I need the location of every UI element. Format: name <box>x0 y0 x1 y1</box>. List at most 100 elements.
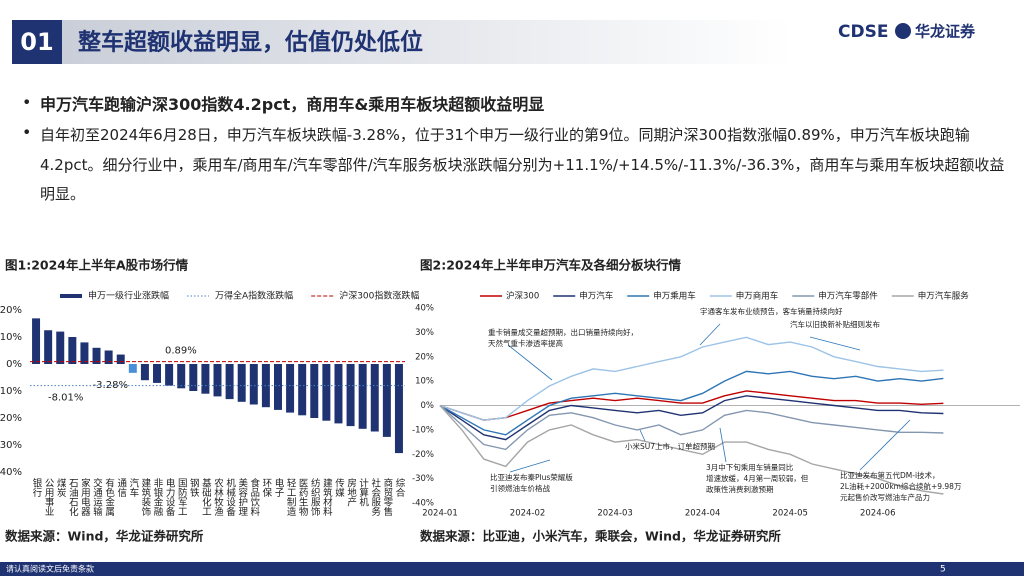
y-tick-label: -20% <box>0 413 22 424</box>
annotation-arrow <box>809 336 861 351</box>
annotation: 3月中下旬乘用车销量同比 <box>706 462 794 472</box>
series-line <box>439 390 944 421</box>
y-tick-label: -30% <box>412 474 434 484</box>
bar <box>44 330 53 364</box>
bar <box>273 364 282 410</box>
bar <box>189 364 198 391</box>
bullet-heading: 申万汽车跑输沪深300指数4.2pct，商用车&乘用车板块超额收益明显 <box>40 95 545 114</box>
x-tick-label: 医药生物 <box>297 478 309 517</box>
annotation-arrow <box>699 323 721 346</box>
series-line <box>439 405 944 495</box>
x-tick-label: 建筑材料 <box>321 477 333 517</box>
annotation: 小米SU7上市，订单超预期 <box>625 441 715 451</box>
bar <box>68 337 77 364</box>
chart-title: 图1:2024年上半年A股市场行情 <box>5 258 189 273</box>
bar <box>346 364 355 427</box>
legend-label: 申万汽车服务 <box>918 291 970 302</box>
x-tick-label: 交通运输 <box>91 477 103 517</box>
y-tick-label: -30% <box>0 440 22 451</box>
y-tick-label: 10% <box>415 377 434 387</box>
bar <box>32 318 41 364</box>
x-tick-label: 综合 <box>393 477 405 498</box>
x-tick-label: 农林牧渔 <box>212 477 224 516</box>
y-tick-label: 10% <box>0 332 22 343</box>
x-tick-label: 轻工制造 <box>285 477 297 517</box>
bar <box>382 364 391 437</box>
bar <box>140 364 149 381</box>
x-tick-label: 银行 <box>31 477 43 498</box>
chart-title: 图2:2024年上半年申万汽车及各细分板块行情 <box>420 258 681 273</box>
bar <box>56 331 65 364</box>
bar <box>80 342 89 364</box>
bar <box>213 364 222 397</box>
x-tick-label: 美容护理 <box>236 477 248 516</box>
x-tick-label: 有色金属 <box>103 477 115 517</box>
annotation: 引领燃油车价格战 <box>490 483 550 493</box>
x-tick-label: 电子 <box>272 477 284 497</box>
annotation-arrow <box>509 459 551 473</box>
y-tick-label: 20% <box>0 305 22 316</box>
source: 数据来源：Wind，华龙证券研究所 <box>4 529 204 544</box>
legend-label: 申万汽车 <box>579 291 613 302</box>
data-label: -3.28% <box>93 380 128 391</box>
page-title: 整车超额收益明显，估值仍处低位 <box>78 29 423 56</box>
x-tick-label: 2024-04 <box>685 509 721 519</box>
x-tick-label: 环保 <box>260 478 272 498</box>
bar <box>310 364 319 418</box>
x-tick-label: 汽车 <box>127 477 139 498</box>
legend-label: 万得全A指数涨跌幅 <box>215 290 293 302</box>
x-tick-label: 2024-05 <box>772 509 808 519</box>
x-tick-label: 基础化工 <box>200 477 212 516</box>
bar <box>358 364 367 429</box>
bar <box>92 347 101 364</box>
legend-label: 沪深300指数涨跌幅 <box>339 290 419 302</box>
bar <box>177 364 186 389</box>
y-tick-label: -40% <box>0 467 22 478</box>
data-label: -8.01% <box>48 393 83 404</box>
x-tick-label: 家用电器 <box>79 477 91 516</box>
x-tick-label: 国防军工 <box>176 478 188 516</box>
annotation-arrow <box>859 419 911 471</box>
x-tick-label: 2024-03 <box>597 509 633 519</box>
bar <box>370 364 379 432</box>
annotation: 2L油耗+2000km综合续航+9.98万 <box>840 481 962 491</box>
logo: CDSE <box>838 22 888 42</box>
x-tick-label: 2024-01 <box>422 509 458 519</box>
legend-label: 申万一级行业涨跌幅 <box>88 290 169 302</box>
annotation: 元起售价改写燃油车产品力 <box>840 492 930 502</box>
disclaimer: 请认真阅读文后免责条款 <box>6 564 94 574</box>
annotation-arrow <box>639 429 646 442</box>
series-line <box>439 336 944 421</box>
annotation: 比亚迪发布第五代DM-i技术， <box>840 470 940 480</box>
annotation: 重卡销量成交量超预期，出口销量持续向好， <box>488 327 638 337</box>
series-line <box>439 404 944 451</box>
legend-label: 沪深300 <box>506 291 539 302</box>
section-number: 01 <box>20 28 53 56</box>
annotation: 汽车以旧换新补贴细则发布 <box>790 319 880 329</box>
bar <box>394 364 403 454</box>
bar <box>104 350 113 364</box>
x-tick-label: 社会服务 <box>369 477 381 517</box>
bar <box>322 364 331 421</box>
x-tick-label: 通信 <box>115 478 127 498</box>
bar <box>334 364 343 424</box>
x-tick-label: 电力设备 <box>164 477 176 517</box>
annotation: 政策性消费刺激预期 <box>706 484 774 494</box>
x-tick-label: 机械设备 <box>224 477 236 517</box>
x-tick-label: 2024-02 <box>510 509 546 519</box>
series-line <box>439 370 944 436</box>
page-number: 5 <box>940 565 946 575</box>
x-tick-label: 石油石化 <box>67 478 79 517</box>
legend-label: 申万乘用车 <box>653 291 696 302</box>
section-box <box>12 20 62 64</box>
bar <box>201 364 210 394</box>
y-tick-label: 30% <box>415 328 434 338</box>
footer-bar <box>0 562 1024 576</box>
logo-icon <box>895 23 911 39</box>
x-tick-label: 建筑装饰 <box>139 477 151 517</box>
x-tick-label: 纺织服饰 <box>309 477 321 517</box>
annotation-arrow <box>719 427 727 463</box>
bar <box>298 364 307 416</box>
series-line <box>439 395 944 441</box>
source: 数据来源：比亚迪，小米汽车，乘联会，Wind，华龙证券研究所 <box>419 529 781 544</box>
